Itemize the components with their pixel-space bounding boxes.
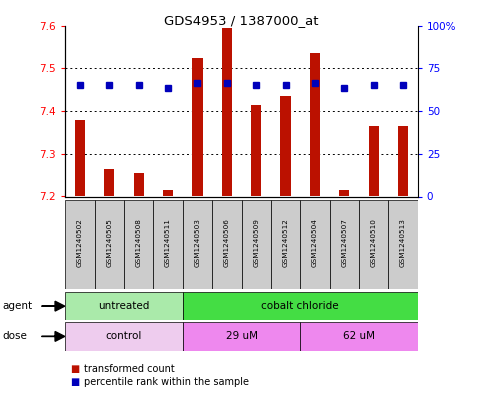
Bar <box>388 200 418 289</box>
Text: ■: ■ <box>70 377 79 387</box>
Bar <box>65 322 183 351</box>
Text: GSM1240507: GSM1240507 <box>341 219 347 267</box>
Text: percentile rank within the sample: percentile rank within the sample <box>84 377 249 387</box>
Bar <box>310 53 320 196</box>
Bar <box>65 200 95 289</box>
Bar <box>251 105 261 196</box>
Text: dose: dose <box>2 331 28 342</box>
Bar <box>65 292 183 320</box>
Text: ■: ■ <box>70 364 79 374</box>
Text: GSM1240509: GSM1240509 <box>253 219 259 267</box>
Text: GSM1240502: GSM1240502 <box>77 219 83 267</box>
Bar <box>242 200 271 289</box>
Text: GSM1240503: GSM1240503 <box>195 219 200 267</box>
Text: control: control <box>106 331 142 342</box>
Text: GSM1240504: GSM1240504 <box>312 219 318 267</box>
Bar <box>183 322 300 351</box>
Bar <box>124 200 154 289</box>
Text: transformed count: transformed count <box>84 364 174 374</box>
Text: agent: agent <box>2 301 32 311</box>
Bar <box>359 200 388 289</box>
Bar <box>339 190 350 196</box>
Bar <box>192 58 202 196</box>
Bar <box>271 200 300 289</box>
Bar <box>75 119 85 196</box>
Text: 62 uM: 62 uM <box>343 331 375 342</box>
Bar <box>163 190 173 196</box>
Text: GSM1240513: GSM1240513 <box>400 219 406 267</box>
Bar <box>300 200 329 289</box>
Bar <box>104 169 114 196</box>
Bar <box>369 126 379 196</box>
Bar <box>183 292 418 320</box>
Text: cobalt chloride: cobalt chloride <box>261 301 339 311</box>
Text: GSM1240511: GSM1240511 <box>165 219 171 267</box>
Text: 29 uM: 29 uM <box>226 331 257 342</box>
Bar <box>300 322 418 351</box>
Bar <box>183 200 212 289</box>
Bar <box>222 28 232 196</box>
Bar <box>212 200 242 289</box>
Text: GSM1240512: GSM1240512 <box>283 219 288 267</box>
Bar <box>95 200 124 289</box>
Text: GSM1240505: GSM1240505 <box>106 219 112 267</box>
Text: GSM1240510: GSM1240510 <box>371 219 377 267</box>
Text: GDS4953 / 1387000_at: GDS4953 / 1387000_at <box>164 14 319 27</box>
Bar <box>154 200 183 289</box>
Bar <box>281 96 291 196</box>
Bar <box>398 126 408 196</box>
Text: GSM1240508: GSM1240508 <box>136 219 142 267</box>
Text: GSM1240506: GSM1240506 <box>224 219 230 267</box>
Text: untreated: untreated <box>98 301 150 311</box>
Bar <box>133 173 144 196</box>
Bar <box>329 200 359 289</box>
